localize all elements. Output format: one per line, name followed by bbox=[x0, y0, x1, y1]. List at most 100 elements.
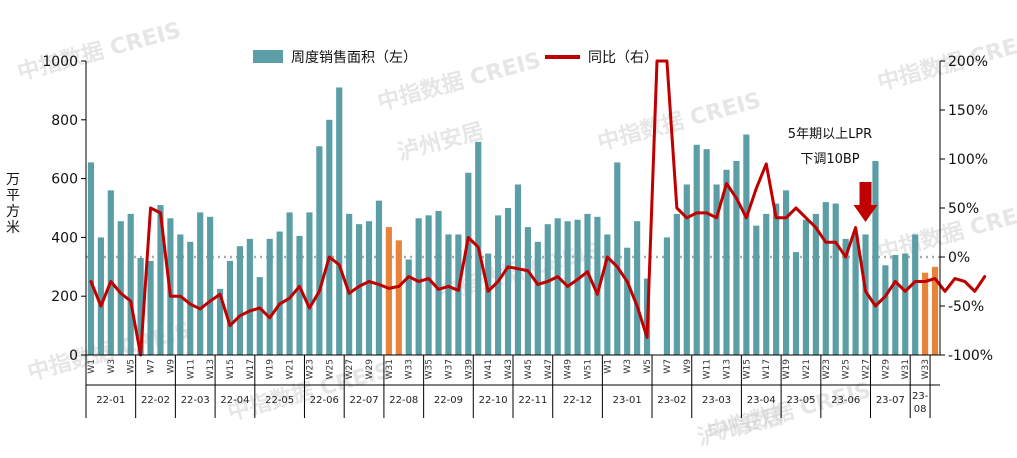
month-label: 22-08 bbox=[389, 395, 418, 406]
bar bbox=[723, 169, 730, 355]
bar bbox=[336, 87, 343, 356]
watermark-text: 中指数据 CREIS bbox=[875, 27, 1017, 96]
bar bbox=[157, 205, 164, 355]
x-tick-label: W21 bbox=[802, 359, 812, 379]
bar bbox=[405, 259, 412, 355]
bar bbox=[624, 247, 631, 355]
y-right-tick-label: 50% bbox=[948, 201, 979, 217]
y-left-tick-label: 200 bbox=[51, 289, 78, 305]
watermark-text: 泸州安居 bbox=[395, 118, 487, 166]
bar bbox=[783, 190, 790, 355]
bar bbox=[634, 221, 641, 355]
bar bbox=[733, 160, 740, 355]
bar bbox=[931, 266, 939, 355]
x-tick-label: W39 bbox=[464, 359, 474, 380]
x-tick-label: W7 bbox=[147, 359, 157, 374]
watermark-text: 中指数据 CREIS bbox=[595, 87, 764, 156]
bar bbox=[306, 212, 313, 355]
bar bbox=[564, 221, 571, 355]
bar bbox=[862, 234, 869, 355]
month-label: 23-02 bbox=[657, 395, 686, 406]
x-tick-label: W37 bbox=[444, 359, 454, 379]
y-left-tick-label: 600 bbox=[51, 172, 78, 188]
bar bbox=[802, 219, 810, 355]
legend: 周度销售面积（左） 同比（右） bbox=[253, 50, 658, 66]
x-tick-label: W29 bbox=[365, 359, 375, 380]
x-tick-label: W31 bbox=[901, 359, 911, 379]
month-label: 22-09 bbox=[434, 395, 463, 406]
bar bbox=[127, 213, 134, 355]
bar bbox=[812, 213, 819, 355]
month-label: 22-01 bbox=[96, 395, 125, 406]
bar bbox=[236, 246, 243, 355]
x-tick-label: W9 bbox=[683, 359, 693, 374]
x-tick-label: W49 bbox=[564, 359, 574, 380]
month-label: 23-05 bbox=[786, 395, 815, 406]
month-label: 23- bbox=[912, 391, 929, 402]
x-tick-label: W33 bbox=[921, 359, 931, 379]
bar bbox=[743, 134, 750, 355]
x-tick-label: W19 bbox=[266, 359, 276, 380]
bar bbox=[425, 215, 432, 355]
bar bbox=[882, 265, 889, 355]
bar bbox=[703, 149, 710, 355]
y-right-tick-label: 0% bbox=[948, 250, 970, 266]
x-tick-label: W51 bbox=[583, 359, 593, 379]
bar-series bbox=[87, 87, 939, 356]
watermark-text: 中指数据 CREIS bbox=[15, 17, 184, 86]
bar bbox=[97, 237, 104, 355]
legend-bar-swatch bbox=[253, 50, 283, 63]
watermark-text: 泸州安居 bbox=[695, 403, 787, 451]
x-tick-label: W35 bbox=[425, 359, 435, 379]
bar bbox=[852, 234, 859, 355]
y-right-tick-label: 100% bbox=[948, 152, 988, 168]
x-tick-label: W11 bbox=[703, 359, 713, 379]
bar bbox=[107, 190, 114, 355]
bar bbox=[226, 260, 234, 355]
bar bbox=[544, 224, 551, 355]
x-tick-label: W15 bbox=[226, 359, 236, 379]
x-tick-label: W33 bbox=[405, 359, 415, 379]
x-tick-label: W23 bbox=[822, 359, 832, 379]
month-label: 22-05 bbox=[265, 395, 294, 406]
bar bbox=[415, 218, 422, 355]
x-tick-label: W7 bbox=[663, 359, 673, 374]
legend-line-label: 同比（右） bbox=[588, 50, 658, 66]
bar bbox=[673, 213, 680, 355]
bar bbox=[683, 184, 690, 355]
bar bbox=[346, 213, 353, 355]
month-label: 22-07 bbox=[350, 395, 379, 406]
y-right-tick-label: 200% bbox=[948, 54, 988, 70]
down-arrow-icon bbox=[853, 182, 878, 222]
bar bbox=[773, 203, 780, 355]
bar bbox=[276, 231, 283, 355]
bar bbox=[465, 172, 472, 355]
x-tick-label: W41 bbox=[484, 359, 494, 379]
bar bbox=[485, 253, 492, 355]
x-tick-label: W5 bbox=[643, 359, 653, 374]
bar bbox=[365, 221, 373, 355]
bar bbox=[822, 202, 829, 355]
x-tick-label: W27 bbox=[345, 359, 355, 379]
month-label: 23-06 bbox=[831, 395, 860, 406]
bar bbox=[872, 160, 879, 355]
bar bbox=[207, 216, 214, 355]
month-label: 22-10 bbox=[479, 395, 508, 406]
x-tick-label: W29 bbox=[881, 359, 891, 380]
x-tick-label: W1 bbox=[603, 359, 613, 374]
bar bbox=[892, 255, 899, 355]
x-tick-label: W5 bbox=[127, 359, 137, 374]
y-left-tick-label: 400 bbox=[51, 230, 78, 246]
bar bbox=[375, 200, 383, 355]
annotation-line2: 下调10BP bbox=[800, 152, 859, 167]
annotation: 5年期以上LPR 下调10BP bbox=[788, 127, 878, 222]
month-label: 23-07 bbox=[876, 395, 905, 406]
bar bbox=[554, 218, 561, 355]
bar bbox=[455, 234, 462, 355]
x-tick-label: W47 bbox=[544, 359, 554, 379]
bar bbox=[266, 238, 273, 355]
bar bbox=[594, 216, 601, 355]
y-right-tick-label: -100% bbox=[948, 348, 993, 364]
bar bbox=[922, 272, 929, 355]
